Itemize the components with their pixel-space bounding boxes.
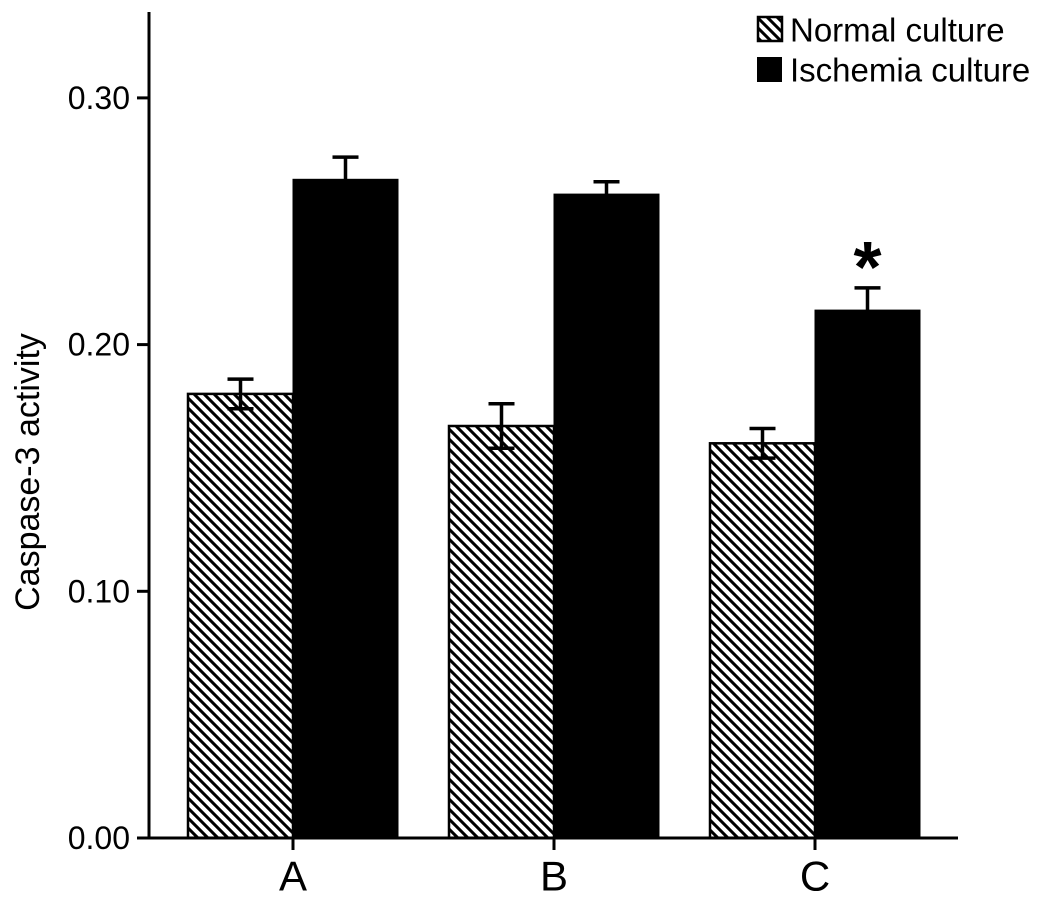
bar-B-normal	[447, 424, 556, 840]
x-category-label-C: C	[800, 853, 830, 900]
bar-A-normal	[186, 392, 295, 840]
legend: Normal culture Ischemia culture	[756, 12, 1030, 89]
x-category-label-A: A	[279, 853, 307, 900]
error-bar-C-normal	[749, 426, 776, 460]
error-bar-B-ischemia	[593, 180, 620, 209]
y-tick-label: 0.00	[68, 820, 130, 856]
y-axis-title: Caspase-3 activity	[9, 333, 47, 611]
bar-C-ischemia	[814, 309, 921, 839]
bars-group	[186, 178, 921, 840]
error-bar-C-ischemia	[854, 286, 881, 335]
x-category-label-B: B	[540, 853, 568, 900]
y-tick-label: 0.20	[68, 327, 130, 363]
error-bar-B-normal	[488, 402, 515, 450]
bar-B-ischemia	[553, 193, 660, 839]
significance-asterisk: *	[853, 228, 881, 308]
legend-label-normal-culture: Normal culture	[790, 12, 1005, 49]
annotation-group: *	[853, 228, 881, 308]
bar-C-normal	[708, 442, 817, 840]
bar-A-ischemia	[292, 178, 399, 839]
y-tick-label: 0.10	[68, 573, 130, 609]
error-bar-A-ischemia	[332, 155, 359, 204]
y-tick-label: 0.30	[68, 80, 130, 116]
error-bar-A-normal	[227, 377, 254, 411]
error-bars-group	[227, 155, 881, 460]
legend-swatch-solid-icon	[757, 57, 782, 82]
legend-label-ischemia-culture: Ischemia culture	[790, 52, 1030, 89]
legend-swatch-hatched-icon	[756, 15, 784, 43]
x-tick-group: A B C	[279, 838, 830, 900]
y-tick-group: 0.00 0.10 0.20 0.30	[68, 80, 149, 856]
